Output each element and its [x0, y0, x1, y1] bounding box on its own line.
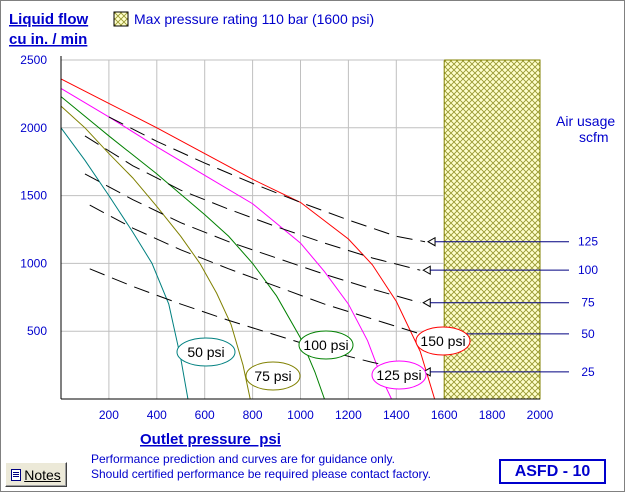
y-axis-title-line1: Liquid flow	[9, 11, 88, 28]
series-label-75-psi: 75 psi	[245, 361, 301, 391]
air-usage-title-line2: scfm	[579, 129, 609, 145]
series-label-text: 150 psi	[420, 333, 465, 349]
x-tick-label: 2000	[527, 408, 554, 422]
series-label-150-psi: 150 psi	[415, 326, 471, 356]
series-line-150-psi	[60, 78, 436, 400]
air-usage-line	[108, 116, 426, 243]
x-tick-label: 1200	[335, 408, 362, 422]
air-usage-arrow	[422, 265, 431, 276]
air-usage-title-line1: Air usage	[556, 113, 615, 129]
air-usage-line	[89, 204, 421, 335]
x-tick-label: 1600	[431, 408, 458, 422]
legend-swatch	[113, 11, 129, 27]
y-axis-title-line2: cu in. / min	[9, 31, 87, 48]
series-line-125-psi	[60, 88, 392, 400]
disclaimer-line-1: Performance prediction and curves are fo…	[91, 452, 395, 466]
disclaimer: Performance prediction and curves are fo…	[91, 452, 491, 482]
y-tick-label: 1500	[20, 189, 47, 203]
notes-button-label: Notes	[24, 466, 61, 483]
series-line-75-psi	[60, 105, 251, 400]
air-usage-label: 125	[578, 235, 598, 249]
air-usage-label: 25	[581, 365, 595, 379]
series-label-ellipse	[245, 361, 301, 391]
air-usage-arrow	[427, 236, 436, 247]
series-label-ellipse	[298, 330, 354, 360]
document-icon	[11, 468, 22, 481]
x-axis-title: Outlet pressure psi	[140, 431, 281, 448]
x-tick-label: 400	[147, 408, 167, 422]
air-usage-line	[84, 173, 421, 304]
series-label-50-psi: 50 psi	[176, 337, 236, 367]
y-tick-label: 1000	[20, 256, 47, 270]
y-tick-label: 2000	[20, 121, 47, 135]
series-label-text: 125 psi	[376, 367, 421, 383]
series-label-100-psi: 100 psi	[298, 330, 354, 360]
y-tick-label: 500	[27, 324, 47, 338]
series-label-text: 50 psi	[187, 344, 224, 360]
x-tick-label: 200	[99, 408, 119, 422]
air-usage-label: 50	[581, 327, 595, 341]
x-tick-label: 1800	[479, 408, 506, 422]
series-label-ellipse	[176, 337, 236, 367]
disclaimer-line-2: Should certified performance be required…	[91, 467, 431, 481]
x-tick-label: 800	[243, 408, 263, 422]
y-tick-label: 2500	[20, 53, 47, 67]
model-label: ASFD - 10	[499, 459, 606, 484]
notes-button[interactable]: Notes	[5, 462, 67, 487]
air-usage-line	[89, 268, 421, 373]
legend-label: Max pressure rating 110 bar (1600 psi)	[134, 11, 374, 27]
series-label-text: 75 psi	[254, 368, 291, 384]
air-usage-label: 75	[581, 296, 595, 310]
series-label-ellipse	[371, 360, 427, 390]
x-tick-label: 600	[195, 408, 215, 422]
air-usage-label: 100	[578, 263, 598, 277]
x-tick-label: 1400	[383, 408, 410, 422]
series-label-ellipse	[415, 326, 471, 356]
series-label-125-psi: 125 psi	[371, 360, 427, 390]
air-usage-arrow	[422, 297, 431, 308]
series-label-text: 100 psi	[303, 337, 348, 353]
x-tick-label: 1000	[287, 408, 314, 422]
